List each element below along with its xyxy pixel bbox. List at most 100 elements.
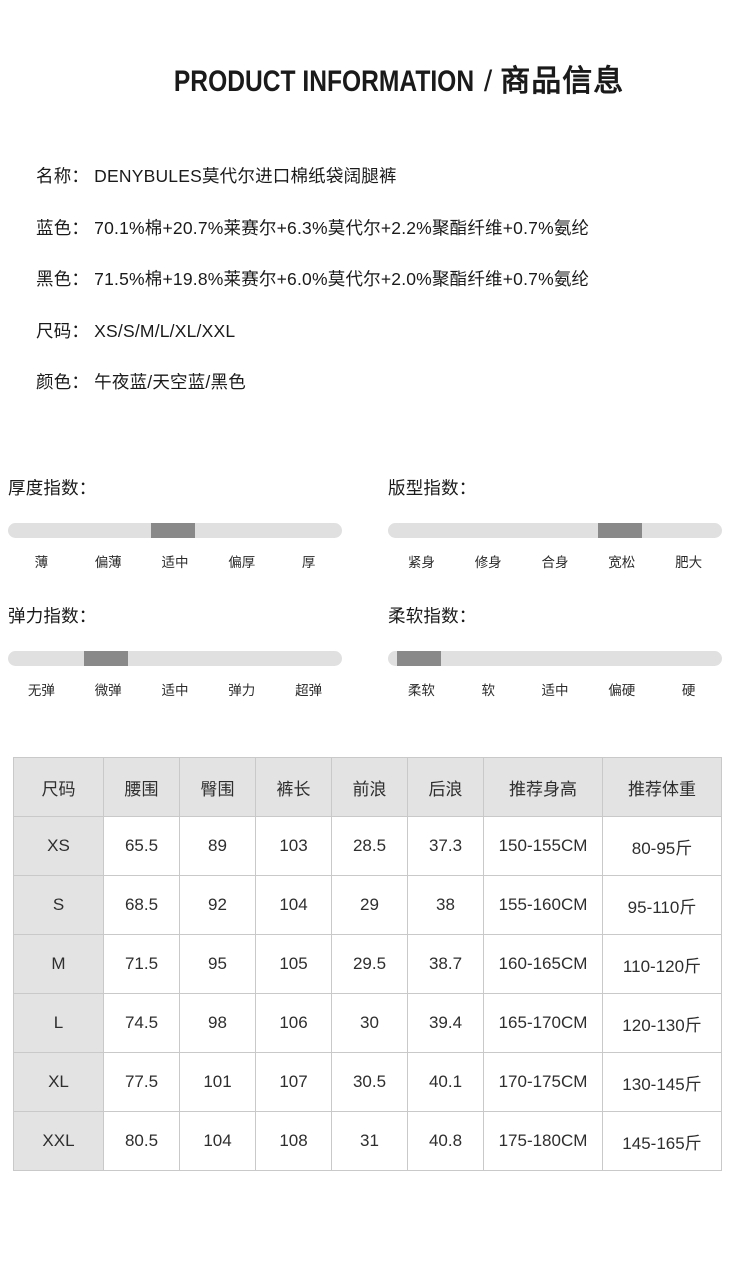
table-cell: 31 (331, 1111, 408, 1171)
table-row: S 68.5 92 104 29 38 155-160CM 95-110斤 (13, 875, 722, 935)
size-chart: 尺码 腰围 臀围 裤长 前浪 后浪 推荐身高 推荐体重 XS 65.5 89 1… (13, 757, 722, 1171)
index-heading: 厚度指数： (8, 478, 97, 498)
index-label: 软 (481, 682, 495, 698)
page-title: PRODUCT INFORMATION / 商品信息 (0, 56, 732, 100)
index-fill (84, 650, 129, 666)
table-cell: 95-110斤 (602, 875, 722, 935)
info-label: 颜色： (36, 372, 90, 392)
table-cell: 155-160CM (483, 875, 603, 935)
info-value: 71.5%棉+19.8%莱赛尔+6.0%莫代尔+2.0%聚酯纤维+0.7%氨纶 (94, 269, 590, 289)
index-label: 适中 (161, 682, 189, 698)
table-cell: 107 (255, 1052, 332, 1112)
index-label: 偏硬 (608, 682, 636, 698)
index-fill (150, 522, 196, 538)
index-track (388, 522, 722, 538)
table-header-cell: 腰围 (103, 757, 180, 817)
table-header-cell: 裤长 (255, 757, 332, 817)
table-cell: 29.5 (331, 934, 408, 994)
table-cell: 130-145斤 (602, 1052, 722, 1112)
info-label: 黑色： (36, 269, 90, 289)
table-cell: 80.5 (103, 1111, 180, 1171)
index-softness: 柔软指数： 柔软 软 适中 偏硬 硬 (388, 606, 722, 699)
table-cell: 150-155CM (483, 816, 603, 876)
index-label: 偏薄 (94, 554, 122, 570)
index-label: 无弹 (27, 682, 55, 698)
table-cell-size: S (13, 875, 104, 935)
index-label-row: 无弹 微弹 适中 弹力 超弹 (8, 679, 342, 699)
index-label: 超弹 (295, 682, 323, 698)
table-header-cell: 推荐身高 (483, 757, 603, 817)
info-row-colors: 颜色： 午夜蓝/天空蓝/黑色 (36, 372, 726, 392)
index-track (388, 650, 722, 666)
table-cell: 98 (179, 993, 256, 1053)
index-elasticity: 弹力指数： 无弹 微弹 适中 弹力 超弹 (8, 606, 342, 699)
info-row-blue-composition: 蓝色： 70.1%棉+20.7%莱赛尔+6.3%莫代尔+2.2%聚酯纤维+0.7… (36, 217, 726, 238)
size-table: 尺码 腰围 臀围 裤长 前浪 后浪 推荐身高 推荐体重 XS 65.5 89 1… (13, 757, 722, 1171)
table-cell: 95 (179, 934, 256, 994)
table-cell: 38.7 (407, 934, 484, 994)
info-value: 70.1%棉+20.7%莱赛尔+6.3%莫代尔+2.2%聚酯纤维+0.7%氨纶 (94, 217, 590, 238)
table-cell: 68.5 (103, 875, 180, 935)
index-label: 厚 (301, 554, 316, 570)
table-cell: 103 (255, 816, 332, 876)
info-row-name: 名称： DENYBULES莫代尔进口棉纸袋阔腿裤 (36, 166, 726, 186)
table-cell: 104 (255, 875, 332, 935)
table-cell: 106 (255, 993, 332, 1053)
table-cell: 80-95斤 (602, 816, 722, 876)
table-row: XL 77.5 101 107 30.5 40.1 170-175CM 130-… (13, 1052, 722, 1112)
index-fit: 版型指数： 紧身 修身 合身 宽松 肥大 (388, 479, 722, 571)
table-cell: 120-130斤 (602, 993, 722, 1053)
index-label: 合身 (541, 554, 569, 570)
info-label: 名称： (36, 166, 90, 186)
index-fill (397, 650, 442, 666)
table-cell-size: M (13, 934, 104, 994)
table-header-cell: 推荐体重 (602, 757, 722, 817)
table-row: XS 65.5 89 103 28.5 37.3 150-155CM 80-95… (13, 816, 722, 876)
info-label: 尺码： (36, 320, 90, 341)
info-label: 蓝色： (36, 217, 90, 238)
index-meters: 厚度指数： 薄 偏薄 适中 偏厚 厚 版型指数： 紧身 修身 合身 宽松 肥大 … (0, 478, 732, 720)
table-cell: 160-165CM (483, 934, 603, 994)
index-heading: 柔软指数： (388, 606, 477, 626)
table-cell: 37.3 (407, 816, 484, 876)
product-info-list: 名称： DENYBULES莫代尔进口棉纸袋阔腿裤 蓝色： 70.1%棉+20.7… (36, 166, 726, 392)
index-label-row: 柔软 软 适中 偏硬 硬 (388, 679, 722, 699)
index-label: 紧身 (407, 554, 435, 570)
index-track (8, 650, 342, 666)
table-cell: 65.5 (103, 816, 180, 876)
table-cell: 105 (255, 934, 332, 994)
index-fill (597, 522, 642, 538)
table-cell: 30 (331, 993, 408, 1053)
index-label: 硬 (681, 682, 696, 698)
page-title-chinese: 商品信息 (500, 65, 625, 98)
page-title-separator: / (483, 65, 493, 98)
index-label: 适中 (541, 682, 569, 698)
table-cell-size: XS (13, 816, 104, 876)
table-cell: 175-180CM (483, 1111, 603, 1171)
index-label: 修身 (474, 554, 502, 570)
table-cell: 108 (255, 1111, 332, 1171)
page-title-english: PRODUCT INFORMATION (173, 65, 474, 98)
table-cell: 29 (331, 875, 408, 935)
table-cell: 110-120斤 (602, 934, 722, 994)
table-cell: 92 (179, 875, 256, 935)
table-header-cell: 臀围 (179, 757, 256, 817)
index-heading: 弹力指数： (8, 606, 97, 626)
index-label: 偏厚 (228, 554, 256, 570)
table-cell: 170-175CM (483, 1052, 603, 1112)
table-row: L 74.5 98 106 30 39.4 165-170CM 120-130斤 (13, 993, 722, 1053)
table-row: XXL 80.5 104 108 31 40.8 175-180CM 145-1… (13, 1111, 722, 1171)
table-cell: 39.4 (407, 993, 484, 1053)
index-label: 适中 (161, 554, 189, 570)
index-label: 弹力 (228, 682, 256, 698)
table-cell: 145-165斤 (602, 1111, 722, 1171)
index-label: 微弹 (94, 682, 122, 698)
index-label: 肥大 (675, 554, 703, 570)
index-label: 薄 (34, 554, 49, 570)
table-cell: 40.8 (407, 1111, 484, 1171)
table-cell-size: L (13, 993, 104, 1053)
table-header-row: 尺码 腰围 臀围 裤长 前浪 后浪 推荐身高 推荐体重 (13, 757, 722, 817)
table-cell: 165-170CM (483, 993, 603, 1053)
table-cell: 71.5 (103, 934, 180, 994)
table-cell-size: XL (13, 1052, 104, 1112)
